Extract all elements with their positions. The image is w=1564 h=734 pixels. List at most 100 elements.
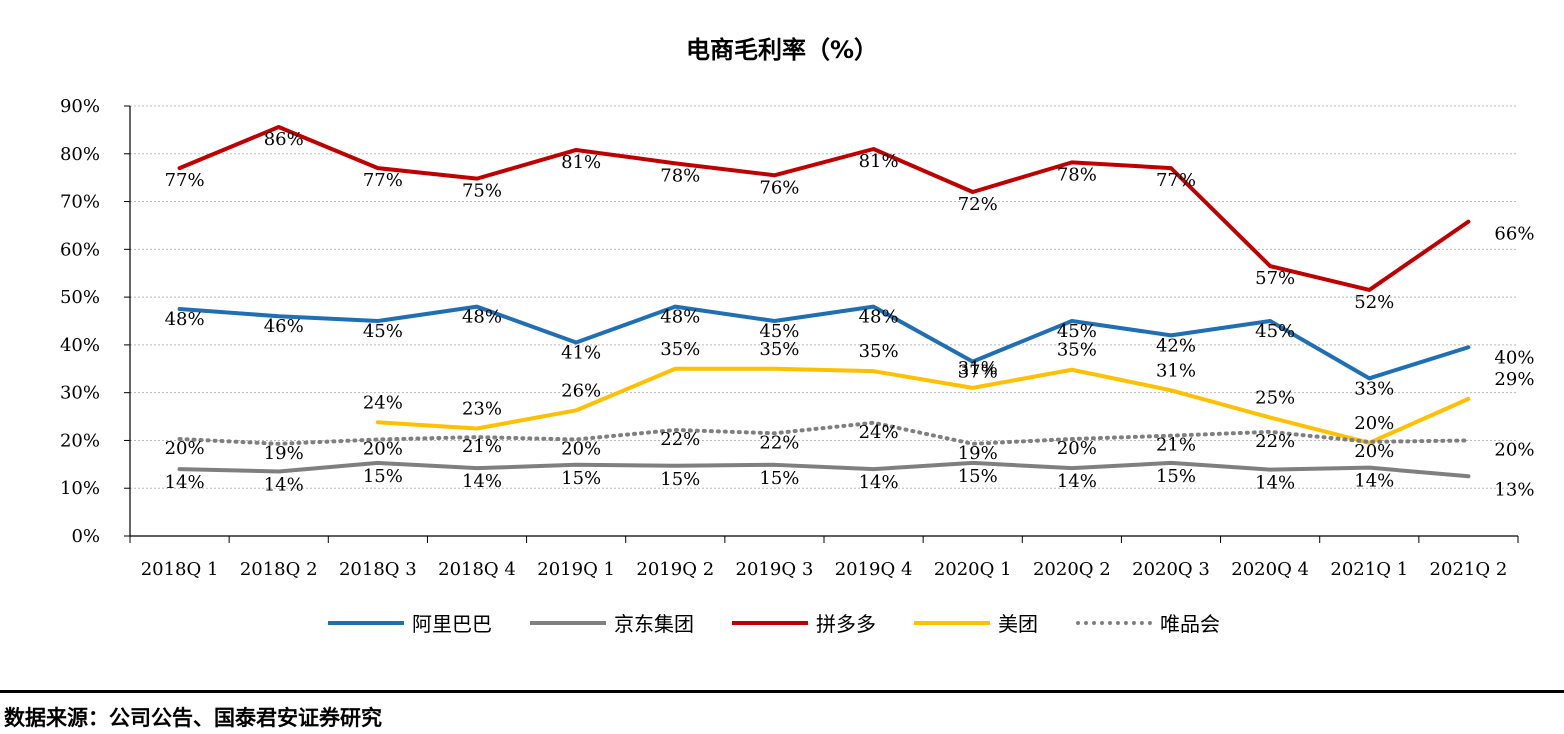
data-label: 20%: [1354, 413, 1394, 434]
data-label: 20%: [561, 438, 601, 459]
data-label: 19%: [958, 443, 998, 464]
legend-swatch: [1076, 620, 1152, 625]
data-label: 29%: [1494, 369, 1534, 390]
data-label: 14%: [165, 472, 205, 493]
y-tick-label: 50%: [60, 287, 100, 308]
data-label: 48%: [859, 307, 899, 328]
data-label: 19%: [264, 443, 304, 464]
x-tick-label: 2019Q 4: [835, 559, 913, 580]
data-label: 66%: [1494, 224, 1534, 245]
x-tick-label: 2020Q 4: [1231, 559, 1309, 580]
data-label: 15%: [363, 466, 403, 487]
data-label: 37%: [958, 362, 998, 383]
data-label: 52%: [1354, 292, 1394, 313]
y-tick-label: 70%: [60, 192, 100, 213]
data-source-note: 数据来源：公司公告、国泰君安证券研究: [4, 706, 382, 730]
data-label: 45%: [1057, 321, 1097, 342]
legend-item: 拼多多: [732, 608, 876, 637]
legend-item: 阿里巴巴: [328, 608, 492, 637]
legend-label: 阿里巴巴: [412, 612, 492, 636]
x-tick-label: 2019Q 2: [636, 559, 714, 580]
y-tick-label: 40%: [60, 335, 100, 356]
x-tick-label: 2021Q 2: [1430, 559, 1508, 580]
data-label: 35%: [660, 339, 700, 360]
data-label: 45%: [363, 321, 403, 342]
x-tick-label: 2021Q 1: [1330, 559, 1408, 580]
data-label: 86%: [264, 129, 304, 150]
data-label: 15%: [1156, 466, 1196, 487]
legend-item: 京东集团: [530, 608, 694, 637]
y-tick-label: 60%: [60, 239, 100, 260]
data-label: 14%: [1255, 473, 1295, 494]
data-label: 14%: [859, 472, 899, 493]
x-tick-label: 2020Q 3: [1132, 559, 1210, 580]
data-label: 76%: [759, 177, 799, 198]
legend-item: 美团: [914, 608, 1038, 637]
y-tick-label: 0%: [71, 526, 100, 547]
y-tick-label: 20%: [60, 430, 100, 451]
data-label: 15%: [958, 466, 998, 487]
data-label: 20%: [1354, 441, 1394, 462]
data-label: 25%: [1255, 388, 1295, 409]
x-tick-label: 2018Q 1: [141, 559, 219, 580]
x-tick-label: 2019Q 3: [736, 559, 814, 580]
data-label: 20%: [363, 438, 403, 459]
legend-label: 唯品会: [1160, 612, 1220, 636]
data-label: 31%: [958, 358, 998, 379]
data-label: 77%: [1156, 170, 1196, 191]
y-tick-label: 90%: [60, 96, 100, 117]
data-label: 13%: [1494, 479, 1534, 500]
data-label: 14%: [1354, 471, 1394, 492]
data-label: 14%: [462, 471, 502, 492]
legend-swatch: [328, 620, 404, 625]
data-label: 81%: [859, 151, 899, 172]
legend-swatch: [732, 620, 808, 625]
data-label: 20%: [1057, 438, 1097, 459]
series-line: [375, 366, 1471, 445]
data-label: 35%: [1057, 340, 1097, 361]
series-line: [177, 304, 1471, 381]
data-label: 31%: [1156, 360, 1196, 381]
data-label: 24%: [363, 392, 403, 413]
x-tick-label: 2020Q 1: [934, 559, 1012, 580]
x-tick-label: 2018Q 3: [339, 559, 417, 580]
data-label: 77%: [363, 170, 403, 191]
data-label: 14%: [1057, 471, 1097, 492]
chart-plot: 0% 10% 20% 30% 40% 50% 60% 70% 80% 90% 2018Q 1 2018…: [60, 96, 1534, 580]
legend-swatch: [530, 620, 606, 625]
x-tick-label: 2019Q 1: [537, 559, 615, 580]
data-label: 45%: [759, 321, 799, 342]
data-label: 46%: [264, 316, 304, 337]
data-label: 14%: [264, 475, 304, 496]
data-label: 72%: [958, 194, 998, 215]
data-label: 75%: [462, 181, 502, 202]
legend-item: 唯品会: [1076, 608, 1220, 637]
series-line: [177, 125, 1471, 292]
data-label: 24%: [859, 422, 899, 443]
legend-swatch: [914, 620, 990, 625]
data-label: 41%: [561, 343, 601, 364]
data-label: 20%: [1494, 439, 1534, 460]
footer-divider: [0, 690, 1564, 693]
data-label: 20%: [165, 438, 205, 459]
data-label: 78%: [1057, 164, 1097, 185]
data-label: 15%: [561, 468, 601, 489]
chart-title: 电商毛利率（%）: [685, 36, 879, 64]
data-label: 15%: [759, 468, 799, 489]
data-label: 35%: [759, 339, 799, 360]
legend-label: 京东集团: [614, 612, 694, 636]
data-label: 21%: [1156, 435, 1196, 456]
data-label: 22%: [759, 432, 799, 453]
data-label: 22%: [1255, 431, 1295, 452]
data-label: 22%: [660, 429, 700, 450]
chart-legend: 阿里巴巴 京东集团 拼多多 美团 唯品会: [328, 608, 1258, 637]
data-label: 40%: [1494, 347, 1534, 368]
data-label: 81%: [561, 152, 601, 173]
data-label: 48%: [165, 309, 205, 330]
data-label: 21%: [462, 436, 502, 457]
data-label: 78%: [660, 165, 700, 186]
data-label: 33%: [1354, 378, 1394, 399]
x-tick-label: 2018Q 2: [240, 559, 318, 580]
series-line: [177, 420, 1471, 446]
